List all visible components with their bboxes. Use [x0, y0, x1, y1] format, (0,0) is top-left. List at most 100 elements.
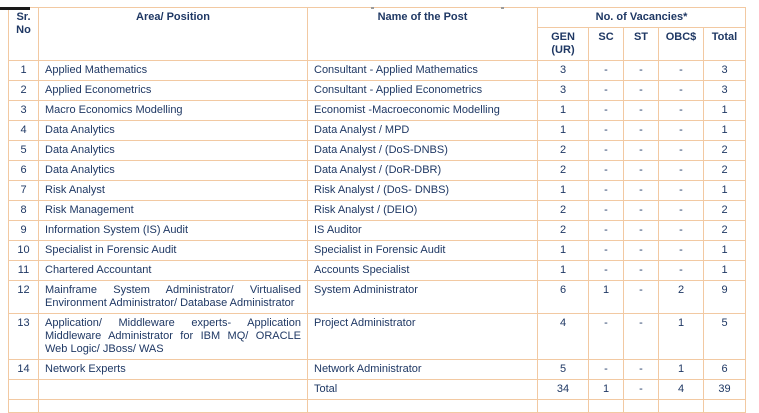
cell-total: 2 [702, 160, 747, 181]
cell-sr [8, 379, 39, 400]
cell-sc: - [588, 140, 624, 161]
cell-post: Data Analyst / (DoS-DNBS) [307, 140, 538, 161]
cell-gen: 3 [537, 80, 589, 101]
cell-obc: - [658, 120, 704, 141]
cell-sr: 13 [8, 313, 39, 360]
cell-sc: - [588, 313, 624, 360]
vacancies-table: Sr. No Area/ Position Name of the Post N… [8, 7, 747, 413]
cell-gen: 6 [537, 280, 589, 314]
cell-st: - [623, 359, 659, 380]
cell-area: Application/ Middleware experts- Applica… [38, 313, 308, 360]
table-row: 10 Specialist in Forensic Audit Specialist… [8, 240, 747, 261]
cell-area: Chartered Accountant [38, 260, 308, 281]
cropped-text-remnant [0, 7, 30, 10]
cell-st: - [623, 160, 659, 181]
cell-post: Risk Analyst / (DEIO) [307, 200, 538, 221]
table-row: 12 Mainframe System Administrator/ Virtua… [8, 280, 747, 314]
cell-area: Macro Economics Modelling [38, 100, 308, 121]
cell-obc: - [658, 160, 704, 181]
cell-obc: - [658, 200, 704, 221]
cell-gen: 1 [537, 120, 589, 141]
table-row: 6 Data Analytics Data Analyst / (DoR-DBR) 2… [8, 160, 747, 181]
cell-area: Specialist in Forensic Audit [38, 240, 308, 261]
table-row: 2 Applied Econometrics Consultant - Applie… [8, 80, 747, 101]
cell-st: - [623, 280, 659, 314]
cell-gen: 4 [537, 313, 589, 360]
cell-obc: - [658, 240, 704, 261]
cell-gen: 2 [537, 200, 589, 221]
cell-obc: 1 [658, 313, 704, 360]
cell-area: Mainframe System Administrator/ Virtuali… [38, 280, 308, 314]
cell-gen: 1 [537, 240, 589, 261]
cell-obc: - [658, 100, 704, 121]
cell-post: Specialist in Forensic Audit [307, 240, 538, 261]
cell-sr: 1 [8, 60, 39, 81]
col-header-obc: OBC$ [658, 27, 704, 61]
cell-obc: 1 [658, 359, 704, 380]
cell-st: - [623, 60, 659, 81]
cell-total: 3 [702, 60, 747, 81]
cell-total: 3 [702, 80, 747, 101]
table-row: 1 Applied Mathematics Consultant - Applied… [8, 60, 747, 81]
table-row: 13 Application/ Middleware experts- Appli… [8, 313, 747, 360]
cell-post: Consultant - Applied Econometrics [307, 80, 538, 101]
cell-post: Project Administrator [307, 313, 538, 360]
partial-cutoff-row [8, 399, 747, 413]
cell-post: Data Analyst / (DoR-DBR) [307, 160, 538, 181]
cell-area: Network Experts [38, 359, 308, 380]
cell-gen: 1 [537, 260, 589, 281]
col-header-name-of-post: Name of the Post [307, 7, 538, 61]
cell-total: 2 [702, 140, 747, 161]
cell-total: 2 [702, 200, 747, 221]
cell-gen: 34 [537, 379, 589, 400]
cell-st: - [623, 220, 659, 241]
cell-total: 1 [702, 120, 747, 141]
cell-sc: 1 [588, 379, 624, 400]
col-header-vacancies-group: No. of Vacancies* [536, 7, 747, 28]
cell-sc: - [588, 180, 624, 201]
cell-obc: - [658, 260, 704, 281]
cell-sc: - [588, 260, 624, 281]
cell-sc: - [588, 80, 624, 101]
cell-st: - [623, 80, 659, 101]
cell-total-label: Total [307, 379, 538, 400]
cell-st: - [623, 180, 659, 201]
cell-area: Information System (IS) Audit [38, 220, 308, 241]
cell-sr: 9 [8, 220, 39, 241]
cell-gen: 2 [537, 160, 589, 181]
cell-gen: 1 [537, 100, 589, 121]
col-header-area-position: Area/ Position [38, 7, 308, 61]
table-row: 9 Information System (IS) Audit IS Auditor… [8, 220, 747, 241]
cell-sr: 12 [8, 280, 39, 314]
cell-gen: 2 [537, 220, 589, 241]
cell-post: Accounts Specialist [307, 260, 538, 281]
cell-sr: 4 [8, 120, 39, 141]
cell-st: - [623, 240, 659, 261]
cell-area: Data Analytics [38, 140, 308, 161]
cell-obc: - [658, 60, 704, 81]
cell-area: Applied Econometrics [38, 80, 308, 101]
cell-obc: - [658, 180, 704, 201]
cell-sr: 7 [8, 180, 39, 201]
table-row: 1 1 Chartered Accountant Accounts Specialis… [8, 260, 747, 281]
table-row: 8 Risk Management Risk Analyst / (DEIO) 2- -… [8, 200, 747, 221]
cropped-text-speck [371, 7, 374, 9]
col-header-sr-no: Sr. No [8, 7, 39, 61]
cell-obc: - [658, 80, 704, 101]
cell-area: Data Analytics [38, 120, 308, 141]
cell-obc: 4 [658, 379, 704, 400]
cell-sc: - [588, 359, 624, 380]
cell-area: Risk Analyst [38, 180, 308, 201]
cell-post: IS Auditor [307, 220, 538, 241]
cropped-text-speck [501, 7, 504, 9]
cell-post: System Administrator [307, 280, 538, 314]
cell-st: - [623, 379, 659, 400]
cell-gen: 3 [537, 60, 589, 81]
header-row-sub: GEN (UR) SC ST OBC$ Total [9, 27, 747, 61]
cell-sc: - [588, 120, 624, 141]
cell-post: Risk Analyst / (DoS- DNBS) [307, 180, 538, 201]
cell-st: - [623, 313, 659, 360]
total-row: Total 34 1 - 4 39 [8, 379, 747, 400]
cell-total: 1 [702, 260, 747, 281]
cell-area: Risk Management [38, 200, 308, 221]
